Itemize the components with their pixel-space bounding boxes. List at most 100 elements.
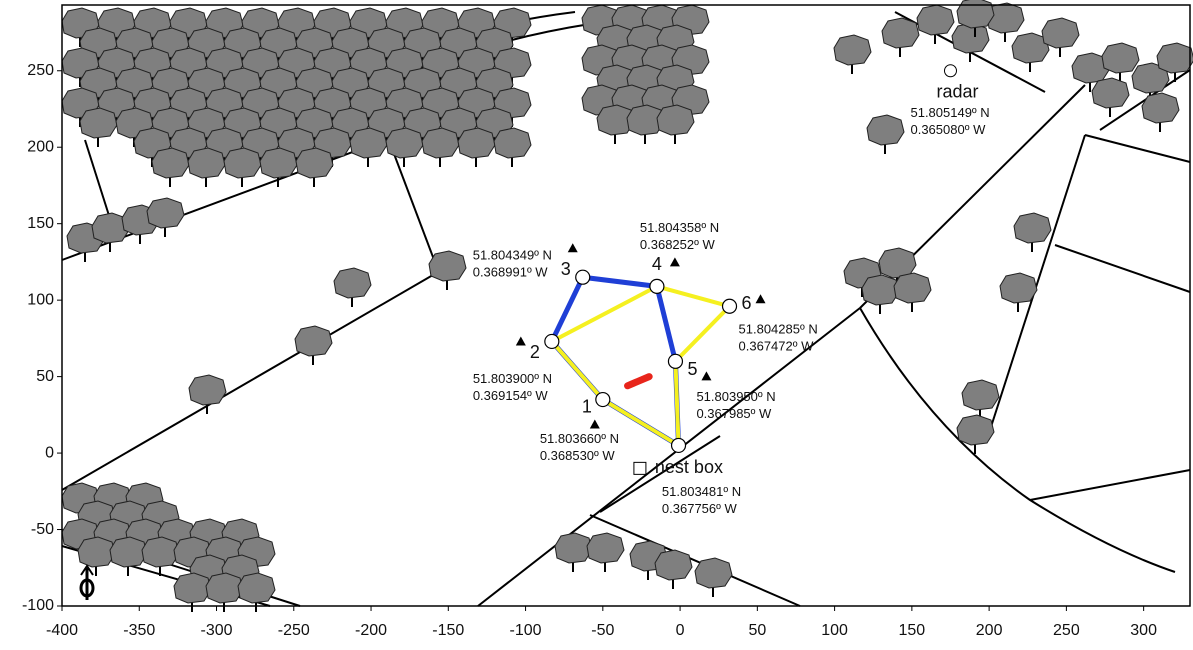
marker-triangle xyxy=(589,419,600,429)
longitude: 0.368991º W xyxy=(473,265,549,280)
waypoint xyxy=(575,269,591,285)
tree xyxy=(173,572,212,604)
tree xyxy=(428,250,467,282)
tree xyxy=(916,4,955,36)
radar xyxy=(943,64,957,78)
x-tick-label: 300 xyxy=(1130,622,1157,639)
y-tick-label: 0 xyxy=(45,444,54,461)
longitude: 0.368252º W xyxy=(640,237,716,252)
tree xyxy=(694,557,733,589)
nest-box xyxy=(633,461,647,475)
tree xyxy=(1041,17,1080,49)
tree xyxy=(881,17,920,49)
tree xyxy=(654,549,693,581)
tree xyxy=(1011,32,1050,64)
trees xyxy=(61,0,1193,612)
tree xyxy=(554,532,593,564)
x-tick-label: -350 xyxy=(123,622,155,639)
x-tick-label: -100 xyxy=(510,622,542,639)
tree xyxy=(893,272,932,304)
tree xyxy=(79,107,118,139)
marker-triangle xyxy=(669,257,680,267)
tree xyxy=(866,114,905,146)
tree xyxy=(1101,42,1140,74)
x-tick-label: -200 xyxy=(355,622,387,639)
longitude: 0.367756º W xyxy=(662,501,738,516)
waypoint xyxy=(670,437,687,454)
y-tick-label: -100 xyxy=(22,597,54,614)
tree xyxy=(493,127,532,159)
road xyxy=(1029,469,1191,501)
tree xyxy=(421,127,460,159)
longitude: 0.367472º W xyxy=(739,339,815,354)
latitude: 51.805149º N xyxy=(910,105,989,120)
x-tick-label: -400 xyxy=(46,622,78,639)
north-arrow xyxy=(79,564,95,600)
road xyxy=(1084,134,1191,163)
y-tick-label: 100 xyxy=(27,291,54,308)
tree xyxy=(259,147,298,179)
road xyxy=(599,435,721,513)
plot-frame xyxy=(61,4,1191,607)
waypoint-number: 2 xyxy=(530,342,540,362)
bird-track xyxy=(624,373,653,390)
road xyxy=(477,307,861,607)
waypoint-number: 4 xyxy=(652,254,662,274)
tree xyxy=(1141,92,1180,124)
waypoint-number: 6 xyxy=(742,293,752,313)
x-tick-label: -150 xyxy=(432,622,464,639)
tree xyxy=(956,0,995,29)
tree xyxy=(187,147,226,179)
road xyxy=(589,514,801,607)
latitude: 51.803481º N xyxy=(662,484,741,499)
tree xyxy=(586,532,625,564)
tree xyxy=(861,274,900,306)
north-symbol xyxy=(80,564,94,576)
x-tick-label: 0 xyxy=(676,622,685,639)
tree xyxy=(151,147,190,179)
waypoint xyxy=(595,391,611,408)
y-tick-label: -50 xyxy=(31,521,54,538)
tree xyxy=(333,267,372,299)
x-tick-label: -300 xyxy=(201,622,233,639)
x-tick-label: 100 xyxy=(821,622,848,639)
tree xyxy=(1156,42,1193,74)
waypoint-number: 3 xyxy=(561,259,571,279)
nest-box-label: nest box xyxy=(655,457,723,477)
tree xyxy=(141,536,180,568)
longitude: 0.367985º W xyxy=(696,406,772,421)
x-tick-label: -50 xyxy=(591,622,614,639)
marker-triangle xyxy=(567,243,578,253)
latitude: 51.804358º N xyxy=(640,220,719,235)
tree xyxy=(295,147,334,179)
y-tick-label: 250 xyxy=(27,62,54,79)
tree xyxy=(77,536,116,568)
tree xyxy=(1091,77,1130,109)
tree xyxy=(999,272,1038,304)
latitude: 51.803660º N xyxy=(540,431,619,446)
road xyxy=(84,139,113,226)
y-tick-label: 200 xyxy=(27,138,54,155)
tree xyxy=(294,325,333,357)
tree xyxy=(109,536,148,568)
x-tick-label: -250 xyxy=(278,622,310,639)
waypoint xyxy=(544,333,560,350)
tree xyxy=(223,147,262,179)
tree xyxy=(188,374,227,406)
latitude: 51.803950º N xyxy=(696,389,775,404)
x-tick-label: 200 xyxy=(976,622,1003,639)
tree xyxy=(457,127,496,159)
marker-triangle xyxy=(515,336,526,346)
longitude: 0.365080º W xyxy=(910,122,986,137)
waypoint xyxy=(667,353,684,369)
waypoint xyxy=(721,298,738,314)
x-tick-label: 150 xyxy=(899,622,926,639)
tree xyxy=(656,104,695,136)
y-tick-label: 150 xyxy=(27,215,54,232)
latitude: 51.804285º N xyxy=(739,322,818,337)
tree xyxy=(237,572,276,604)
road xyxy=(1054,244,1191,293)
x-tick-label: 50 xyxy=(748,622,766,639)
waypoint-number: 1 xyxy=(582,396,592,416)
road xyxy=(859,307,1176,573)
